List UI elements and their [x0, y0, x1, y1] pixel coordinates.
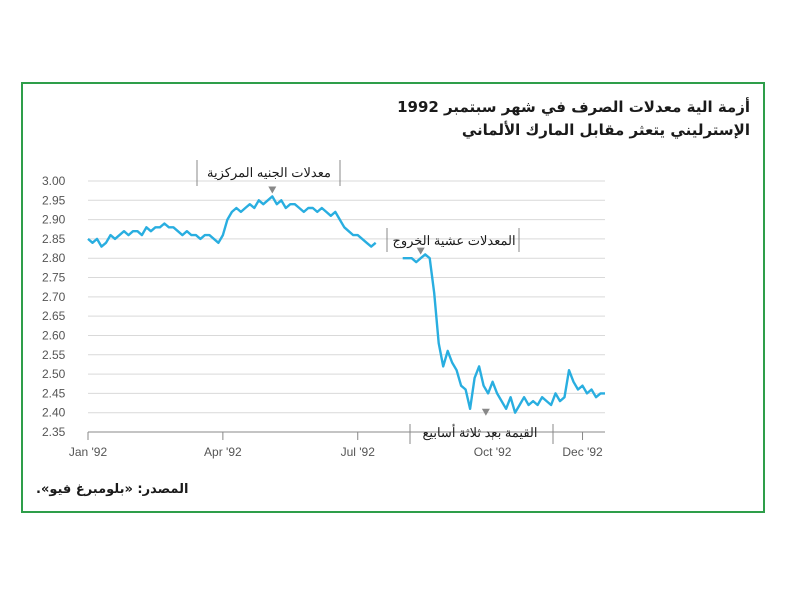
- x-tick-label: Dec '92: [562, 445, 603, 459]
- y-tick-label: 2.40: [42, 406, 66, 420]
- data-series: [87, 195, 605, 414]
- x-tick-label: Oct '92: [474, 445, 512, 459]
- annotation-marker: [416, 247, 425, 255]
- annotation-label: معدلات الجنيه المركزية: [207, 165, 331, 181]
- y-tick-label: 2.60: [42, 328, 66, 342]
- figure-frame: [21, 82, 765, 513]
- annotation-label: القيمة بعد ثلاثة أسابيع: [423, 424, 538, 441]
- x-tick-label: Jan '92: [69, 445, 108, 459]
- y-tick-label: 2.80: [42, 251, 66, 265]
- series-line: [87, 195, 605, 414]
- y-tick-label: 2.90: [42, 213, 66, 227]
- y-tick-label: 2.65: [42, 309, 66, 323]
- y-tick-label: 2.55: [42, 348, 66, 362]
- y-tick-label: 2.35: [42, 425, 66, 439]
- chart-title-line1: أزمة الية معدلات الصرف في شهر سبتمبر 199…: [397, 98, 750, 116]
- y-tick-label: 2.95: [42, 193, 66, 207]
- y-tick-label: 3.00: [42, 174, 66, 188]
- y-tick-label: 2.70: [42, 290, 66, 304]
- annotations: معدلات الجنيه المركزية المعدلات عشية الخر…: [196, 160, 554, 444]
- y-tick-label: 2.85: [42, 232, 66, 246]
- y-axis-ticks: 3.00 2.95 2.90 2.85 2.80 2.75 2.70 2.65 2.60 2.55…: [42, 174, 66, 439]
- x-axis: Jan '92 Apr '92 Jul '92 Oct '92 Dec '92: [69, 431, 605, 459]
- gridlines: [88, 180, 605, 433]
- x-tick-label: Apr '92: [204, 445, 242, 459]
- chart-title-line2: الإسترليني يتعثر مقابل المارك الألماني: [461, 121, 750, 139]
- x-tick-label: Jul '92: [341, 445, 376, 459]
- y-tick-label: 2.75: [42, 271, 66, 285]
- annotation-marker: [268, 186, 277, 194]
- source-note: المصدر: «بلومبرغ فيو».: [36, 482, 189, 497]
- annotation-marker: [481, 408, 490, 416]
- y-tick-label: 2.50: [42, 367, 66, 381]
- y-tick-label: 2.45: [42, 386, 66, 400]
- annotation-label: المعدلات عشية الخروج: [392, 233, 515, 249]
